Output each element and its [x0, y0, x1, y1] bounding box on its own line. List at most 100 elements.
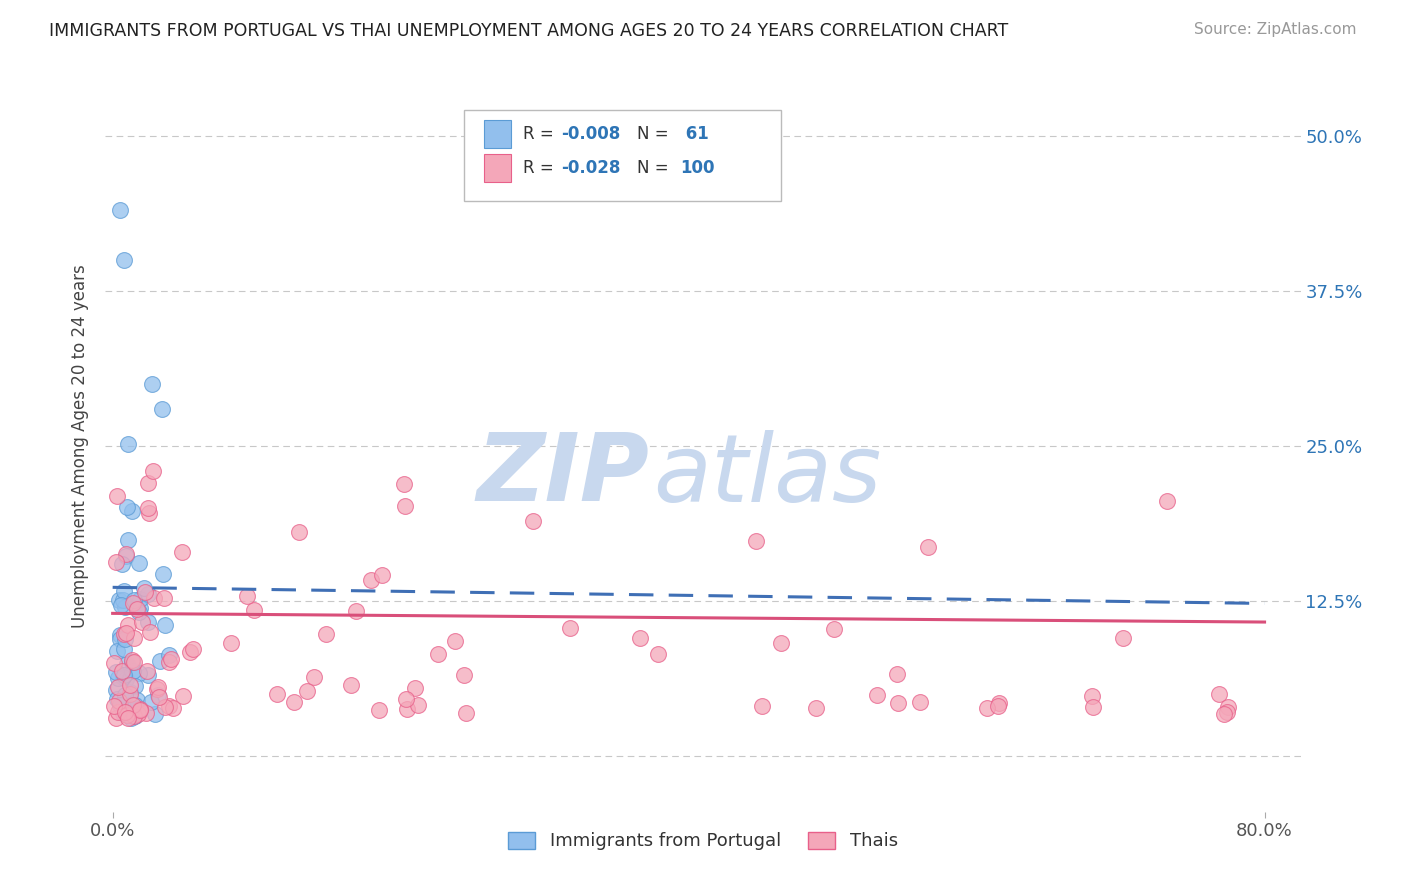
Point [110, 628, 132, 642]
Point [288, 524, 311, 539]
Text: N =: N = [637, 125, 673, 143]
Point [129, 600, 152, 615]
Point [149, 654, 172, 668]
Point [139, 695, 162, 709]
Point [118, 685, 141, 699]
Point [122, 596, 145, 610]
Point [115, 708, 138, 723]
Point [128, 556, 150, 570]
Point [104, 711, 127, 725]
Point [125, 601, 148, 615]
Point [108, 593, 131, 607]
Point [135, 706, 157, 720]
Point [112, 253, 135, 268]
Point [153, 617, 176, 632]
Point [122, 708, 145, 723]
Point [647, 647, 669, 661]
Point [162, 701, 184, 715]
Point [136, 500, 159, 515]
Point [112, 583, 135, 598]
Point [134, 581, 156, 595]
Point [112, 642, 135, 657]
Point [315, 627, 337, 641]
Point [128, 591, 150, 606]
Point [114, 632, 136, 646]
Point [153, 699, 176, 714]
Point [370, 567, 392, 582]
Point [283, 695, 305, 709]
Point [1081, 690, 1104, 704]
Point [111, 670, 134, 684]
Point [122, 655, 145, 669]
Point [107, 680, 129, 694]
Point [134, 585, 156, 599]
Point [1212, 706, 1234, 721]
Point [157, 648, 180, 662]
Point [148, 690, 170, 704]
Point [111, 706, 134, 721]
Point [114, 599, 136, 614]
Point [1216, 705, 1239, 719]
Point [141, 377, 163, 392]
Point [770, 636, 793, 650]
Point [172, 545, 194, 559]
Point [105, 665, 128, 680]
Point [148, 688, 170, 702]
Point [159, 652, 181, 666]
Point [121, 653, 143, 667]
Point [122, 631, 145, 645]
Point [396, 702, 419, 716]
Point [120, 687, 142, 701]
Point [522, 514, 544, 528]
Point [125, 693, 148, 707]
Point [114, 549, 136, 564]
Text: R =: R = [523, 125, 558, 143]
Point [157, 698, 180, 713]
Point [976, 701, 998, 715]
Point [172, 689, 194, 703]
Point [103, 656, 125, 670]
Point [112, 627, 135, 641]
Point [115, 701, 138, 715]
Point [886, 667, 908, 681]
Point [105, 682, 128, 697]
Point [917, 541, 939, 555]
Point [120, 711, 142, 725]
Point [630, 631, 652, 645]
Point [118, 699, 141, 714]
Point [122, 709, 145, 723]
Point [139, 624, 162, 639]
Point [111, 664, 134, 678]
Point [266, 687, 288, 701]
Text: N =: N = [637, 159, 673, 177]
Point [152, 591, 174, 606]
Point [368, 703, 391, 717]
Point [242, 603, 264, 617]
Point [1112, 632, 1135, 646]
Point [120, 678, 142, 692]
Bar [484, 154, 510, 182]
Bar [484, 120, 510, 147]
Point [105, 692, 128, 706]
Point [117, 711, 139, 725]
Text: IMMIGRANTS FROM PORTUGAL VS THAI UNEMPLOYMENT AMONG AGES 20 TO 24 YEARS CORRELAT: IMMIGRANTS FROM PORTUGAL VS THAI UNEMPLO… [49, 22, 1008, 40]
Point [908, 695, 931, 709]
Point [121, 655, 143, 669]
Point [560, 621, 582, 635]
Point [344, 604, 367, 618]
Point [105, 489, 128, 503]
Point [406, 698, 429, 713]
Point [360, 573, 382, 587]
Point [117, 437, 139, 451]
Point [105, 643, 128, 657]
Text: 100: 100 [681, 159, 714, 177]
Point [108, 203, 131, 218]
Text: atlas: atlas [652, 430, 882, 521]
Point [117, 617, 139, 632]
Point [108, 694, 131, 708]
Point [138, 615, 160, 629]
Point [219, 636, 242, 650]
Point [118, 698, 141, 713]
Point [127, 706, 149, 721]
Point [110, 599, 132, 613]
